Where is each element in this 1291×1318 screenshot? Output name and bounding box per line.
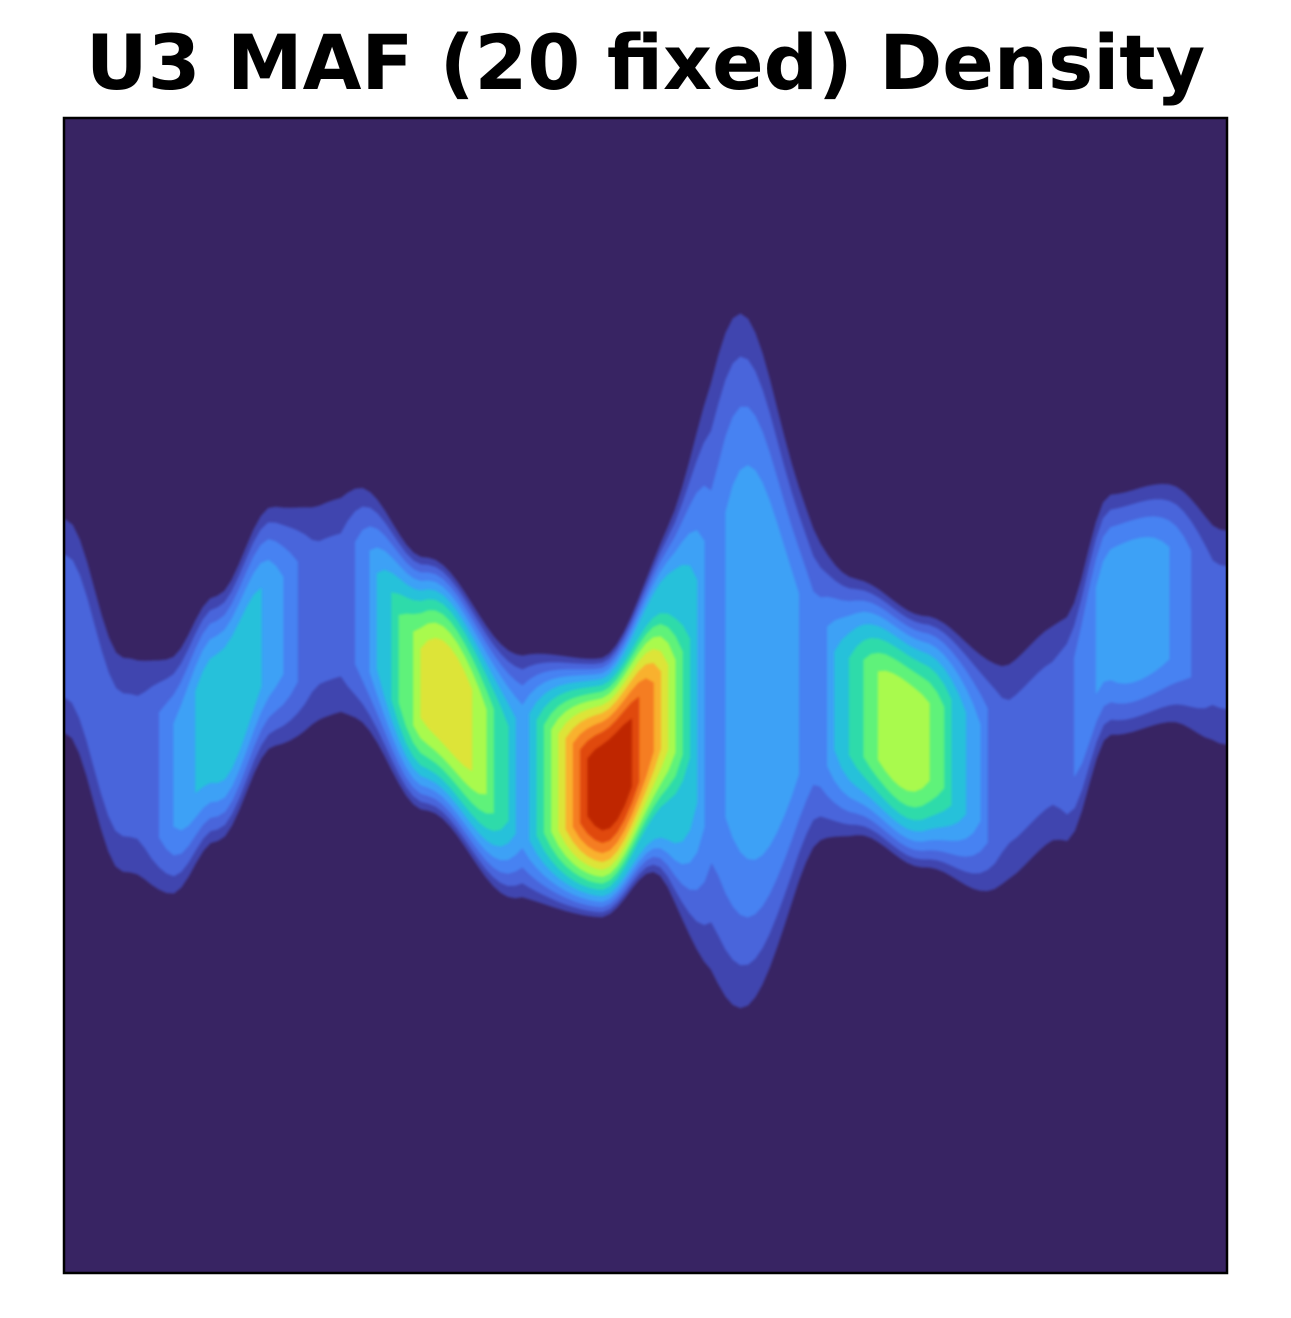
contour-level-9 <box>420 637 473 771</box>
contour-level-4-2 <box>725 465 799 860</box>
contour-level-5 <box>195 588 262 793</box>
contour-level-4-4 <box>1095 537 1170 694</box>
plot-frame <box>62 116 1229 1275</box>
contour-level-8-2 <box>877 670 930 792</box>
contour-level-13 <box>587 718 632 831</box>
chart-title: U3 MAF (20 fixed) Density <box>85 18 1206 107</box>
density-contours <box>65 313 1227 1009</box>
